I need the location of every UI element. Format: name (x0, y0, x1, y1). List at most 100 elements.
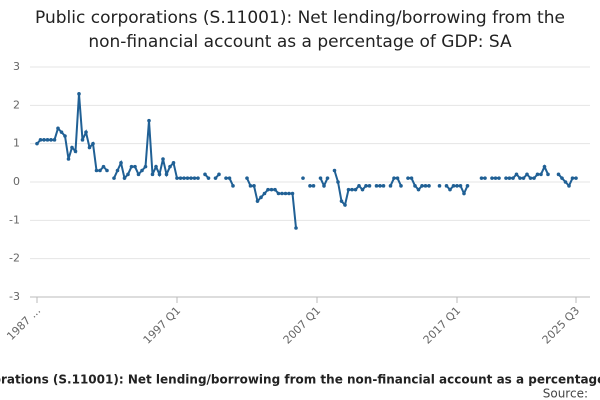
data-point (119, 161, 123, 165)
data-point (378, 184, 382, 188)
data-point (357, 184, 361, 188)
data-point (448, 187, 452, 192)
y-tick-label: 1 (13, 137, 20, 150)
x-tick-label: 1997 Q1 (141, 304, 184, 347)
x-tick-label: 2007 Q1 (281, 304, 324, 347)
data-point (217, 172, 221, 177)
data-point (399, 184, 403, 188)
data-point (479, 176, 484, 180)
data-point (147, 118, 151, 123)
data-point (143, 164, 148, 169)
data-point (150, 172, 155, 177)
data-point (395, 176, 400, 180)
data-point (56, 126, 60, 131)
data-point (504, 176, 508, 180)
data-point (101, 164, 106, 169)
data-point (294, 226, 298, 230)
data-point (437, 184, 442, 188)
data-point (122, 176, 127, 180)
data-point (388, 184, 393, 188)
data-point (518, 176, 522, 180)
data-point (133, 164, 137, 169)
data-point (574, 176, 578, 180)
data-point (185, 176, 190, 180)
data-point (490, 176, 494, 180)
data-point (115, 168, 120, 173)
data-point (38, 138, 43, 142)
y-tick-label: -2 (9, 252, 20, 265)
data-point (318, 176, 323, 180)
data-point (283, 191, 288, 196)
data-point (462, 191, 466, 196)
data-point (231, 184, 235, 188)
data-point (73, 149, 78, 154)
series-line (36, 93, 576, 229)
data-point (322, 184, 326, 188)
data-point (546, 172, 550, 177)
data-point (493, 176, 498, 180)
data-point (129, 164, 134, 169)
data-point (213, 176, 218, 180)
data-point (444, 184, 449, 188)
data-point (406, 176, 410, 180)
data-point (105, 168, 109, 173)
data-point (511, 176, 515, 180)
data-point (255, 199, 260, 203)
data-point (332, 168, 337, 173)
y-tick-label: 2 (13, 98, 20, 111)
footer-title: Public corporations (S.11001): Net lendi… (0, 373, 600, 387)
data-point (157, 172, 162, 177)
data-point (392, 176, 396, 180)
data-point (164, 172, 169, 177)
data-point (528, 176, 533, 180)
data-point (224, 176, 228, 180)
data-point (42, 138, 46, 142)
data-point (423, 184, 428, 188)
data-point (556, 172, 561, 177)
data-point (94, 168, 99, 173)
data-point (245, 176, 249, 180)
data-point (126, 172, 130, 177)
data-point (427, 184, 431, 188)
data-point (91, 141, 95, 146)
data-point (560, 176, 564, 180)
data-point (497, 176, 501, 180)
data-point (140, 168, 144, 173)
data-point (350, 187, 354, 192)
data-point (196, 176, 200, 180)
data-point (343, 203, 347, 207)
data-point (507, 176, 512, 180)
data-point (77, 92, 81, 96)
data-point (192, 176, 197, 180)
source-label: Source: (543, 387, 588, 400)
data-point (182, 176, 186, 180)
chart-title: Public corporations (S.11001): Net lendi… (35, 8, 565, 52)
data-point (364, 184, 368, 188)
data-point (63, 134, 67, 138)
data-point (539, 172, 543, 177)
data-point (420, 184, 424, 188)
data-point (290, 191, 295, 196)
data-point (206, 176, 211, 180)
data-point (525, 172, 529, 177)
y-tick-label: 0 (13, 175, 20, 188)
data-point (339, 199, 344, 203)
data-point (171, 161, 176, 165)
data-point (52, 138, 57, 142)
data-point (409, 176, 414, 180)
y-tick-label: -1 (9, 213, 20, 226)
data-point (336, 180, 340, 184)
y-tick-label: -3 (9, 290, 20, 303)
data-point (563, 180, 568, 184)
data-point (416, 187, 421, 192)
data-point (532, 176, 536, 180)
data-point (458, 184, 463, 188)
x-tick-label: 2017 Q1 (421, 304, 464, 347)
data-point (521, 176, 526, 180)
data-point (346, 187, 351, 192)
data-point (161, 157, 165, 161)
data-point (252, 184, 256, 188)
data-point (45, 138, 50, 142)
